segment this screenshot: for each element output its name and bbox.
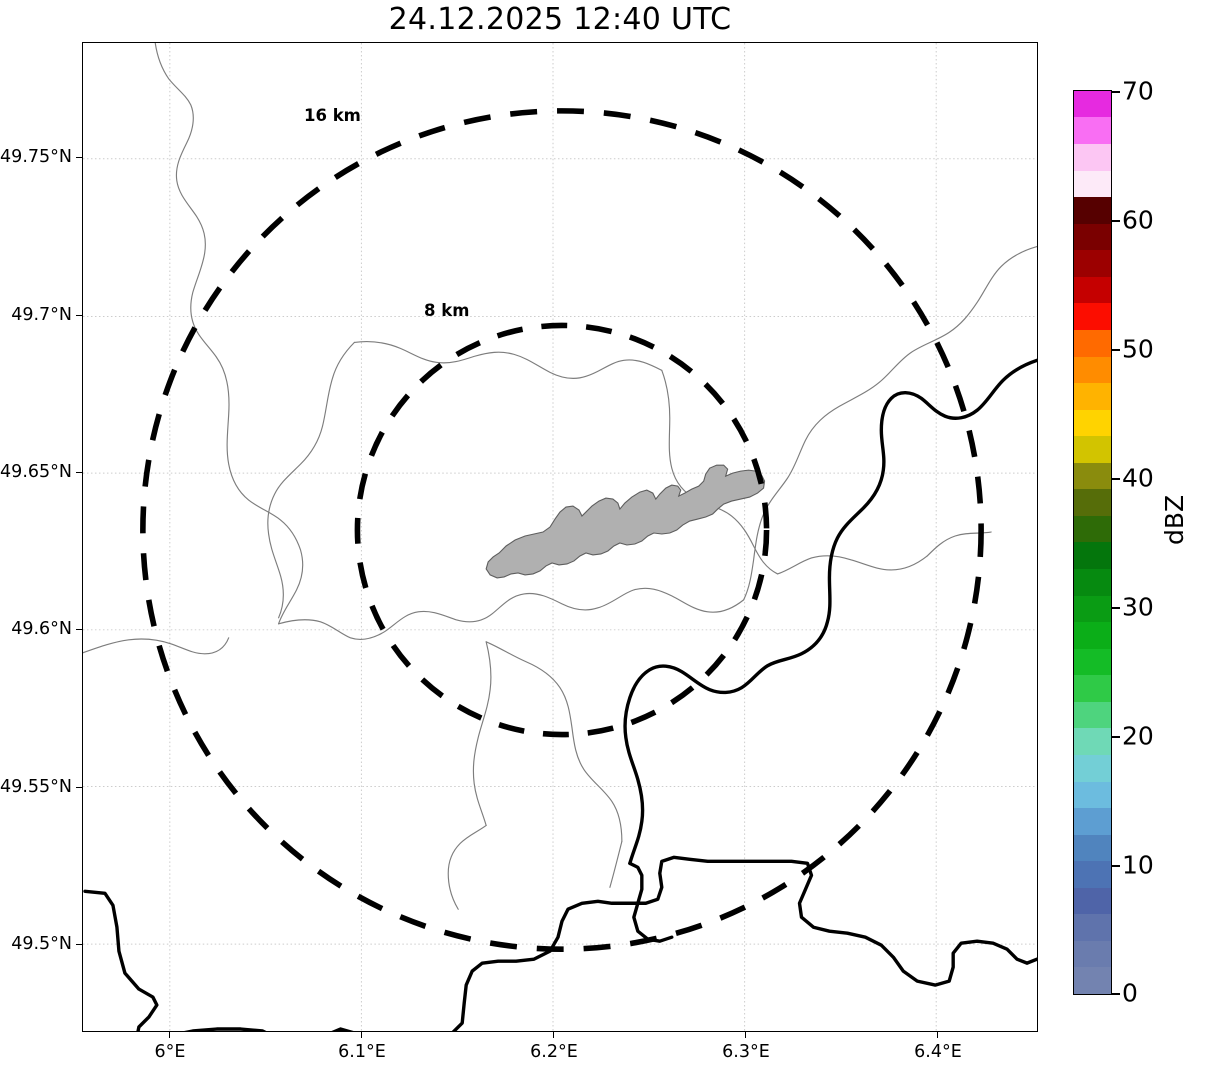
colorbar-tick-label-0: 0 [1122, 978, 1138, 1008]
ytick-label-495: 49.5°N [11, 934, 72, 954]
ytick-mark [76, 787, 82, 789]
colorbar-band [1074, 701, 1111, 729]
colorbar-band [1074, 808, 1111, 835]
ytick-mark [76, 944, 82, 946]
ytick-mark [76, 157, 82, 159]
colorbar-band [1074, 622, 1111, 649]
xtick-mark [745, 1032, 747, 1038]
ytick-label-4965: 49.65°N [0, 462, 72, 482]
colorbar-band [1074, 383, 1111, 410]
colorbar-band [1074, 90, 1111, 118]
colorbar-band [1074, 542, 1111, 569]
map-vector-layers [83, 43, 1037, 1031]
colorbar-band [1074, 887, 1111, 915]
colorbar-band [1074, 648, 1111, 676]
colorbar-tick-label-20: 20 [1122, 721, 1154, 751]
colorbar-band [1074, 117, 1111, 144]
xtick-label-6e: 6°E [154, 1042, 186, 1062]
colorbar-band [1074, 329, 1111, 357]
range-ring-label-8km: 8 km [424, 301, 470, 320]
ytick-mark [76, 315, 82, 317]
colorbar-band [1074, 754, 1111, 782]
xtick-mark [553, 1032, 555, 1038]
ytick-mark [76, 472, 82, 474]
colorbar-band [1074, 675, 1111, 702]
range-ring-label-16km: 16 km [304, 106, 361, 125]
colorbar-tick-mark [1112, 478, 1120, 480]
xtick-label-62e: 6.2°E [530, 1042, 578, 1062]
colorbar-band [1074, 940, 1111, 968]
map-plot-area[interactable]: 16 km 8 km [82, 42, 1038, 1032]
colorbar-band [1074, 462, 1111, 490]
colorbar-band [1074, 303, 1111, 330]
colorbar-tick-mark [1112, 607, 1120, 609]
colorbar-tick-label-10: 10 [1122, 850, 1154, 880]
colorbar-tick-mark [1112, 349, 1120, 351]
xtick-mark [169, 1032, 171, 1038]
colorbar-tick-mark [1112, 993, 1120, 995]
colorbar-tick-label-40: 40 [1122, 463, 1154, 493]
colorbar-band [1074, 914, 1111, 941]
colorbar-tick-mark [1112, 220, 1120, 222]
colorbar-band [1074, 861, 1111, 888]
ytick-label-496: 49.6°N [11, 619, 72, 639]
colorbar-tick-label-60: 60 [1122, 205, 1154, 235]
xtick-label-61e: 6.1°E [338, 1042, 386, 1062]
colorbar-tick-mark [1112, 865, 1120, 867]
colorbar-tick-label-30: 30 [1122, 592, 1154, 622]
urban-area [485, 464, 766, 579]
colorbar-tick-label-70: 70 [1122, 76, 1154, 106]
colorbar-axis-label: dBZ [1160, 494, 1189, 545]
colorbar-band [1074, 276, 1111, 304]
colorbar-band [1074, 356, 1111, 384]
ytick-label-4975: 49.75°N [0, 147, 72, 167]
colorbar-band [1074, 250, 1111, 277]
range-ring-8km [354, 322, 770, 738]
colorbar-band [1074, 595, 1111, 623]
range-ring-16km [140, 108, 984, 952]
xtick-mark [361, 1032, 363, 1038]
colorbar-band [1074, 223, 1111, 251]
figure-title: 24.12.2025 12:40 UTC [388, 2, 732, 37]
xtick-label-64e: 6.4°E [914, 1042, 962, 1062]
colorbar-band [1074, 967, 1111, 994]
colorbar-tick-mark [1112, 91, 1120, 93]
colorbar-band [1074, 515, 1111, 543]
colorbar-band [1074, 728, 1111, 755]
colorbar-band [1074, 197, 1111, 224]
colorbar-band [1074, 834, 1111, 862]
colorbar-tick-label-50: 50 [1122, 334, 1154, 364]
ytick-label-497: 49.7°N [11, 305, 72, 325]
range-rings [140, 108, 984, 952]
colorbar-band [1074, 436, 1111, 463]
colorbar-band [1074, 409, 1111, 437]
colorbar-band [1074, 170, 1111, 198]
xtick-label-63e: 6.3°E [722, 1042, 770, 1062]
ytick-mark [76, 629, 82, 631]
colorbar-tick-mark [1112, 736, 1120, 738]
ytick-label-4955: 49.55°N [0, 777, 72, 797]
colorbar-band [1074, 144, 1111, 171]
colorbar[interactable] [1073, 90, 1112, 995]
colorbar-band [1074, 569, 1111, 596]
admin-boundaries [83, 43, 1037, 910]
colorbar-band [1074, 489, 1111, 516]
xtick-mark [937, 1032, 939, 1038]
colorbar-band [1074, 781, 1111, 809]
